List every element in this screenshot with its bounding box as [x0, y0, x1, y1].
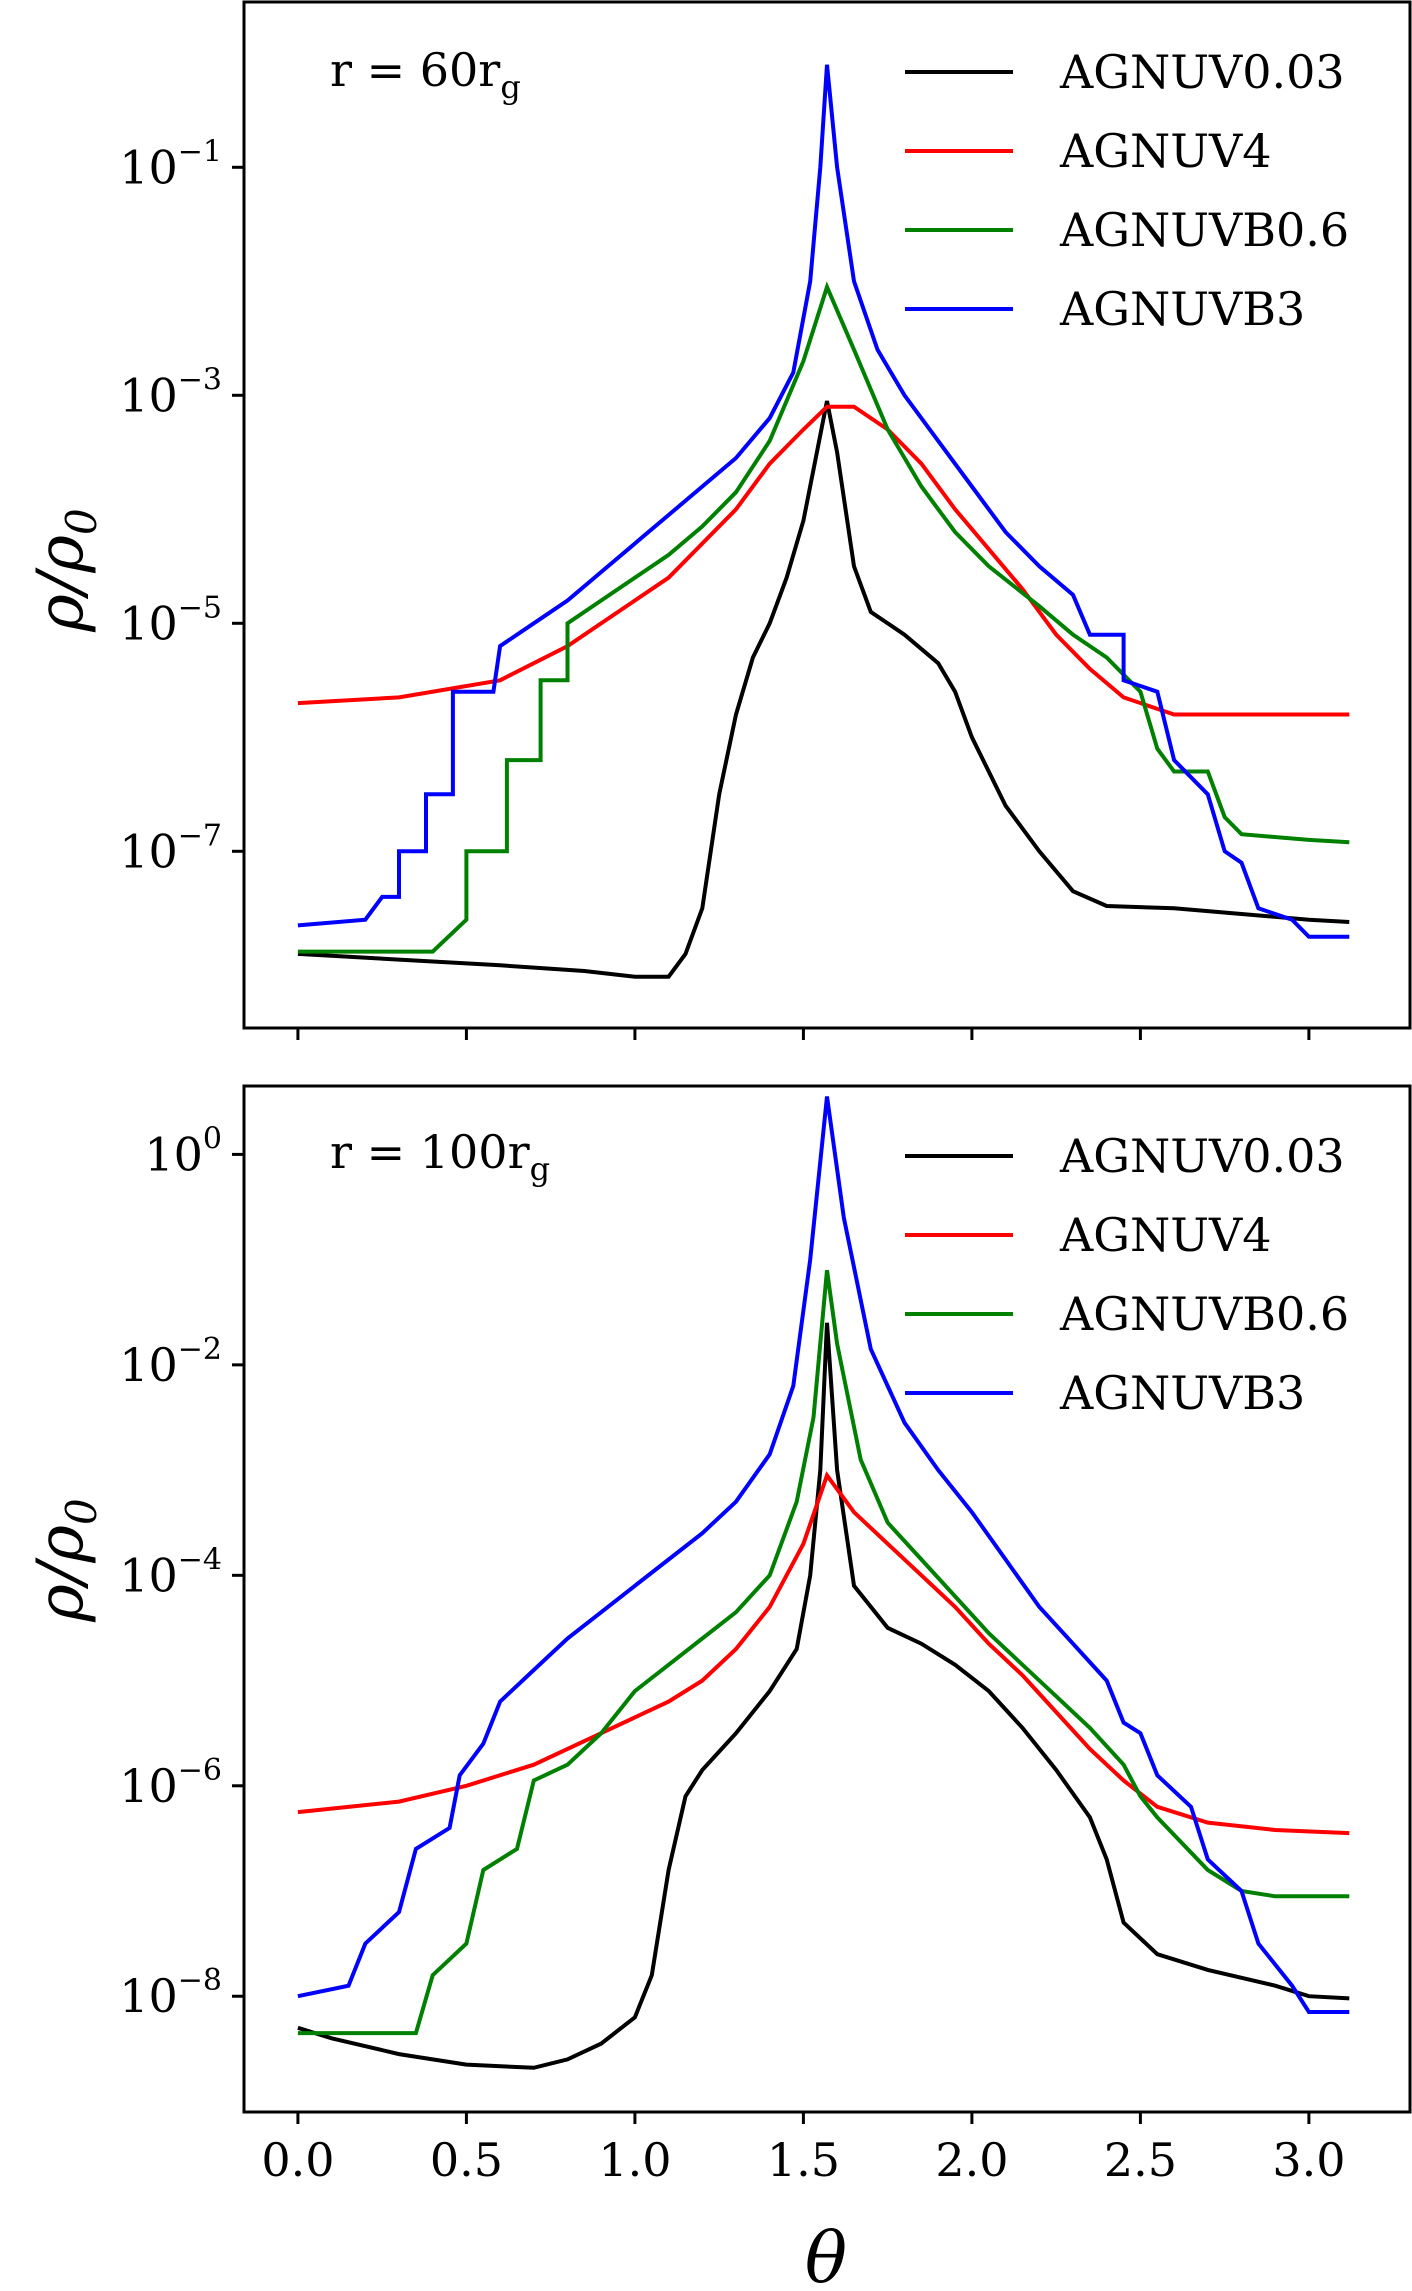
y-tick-label: 10−7 [119, 818, 222, 878]
legend-label: AGNUV0.03 [1059, 1129, 1345, 1183]
legend-label: AGNUV4 [1059, 1208, 1271, 1262]
legend-item-agnuv0.03: AGNUV0.03 [905, 1129, 1345, 1183]
x-ticks: 0.0 0.5 1.0 1.5 2.0 2.5 3.0 [261, 2112, 1345, 2187]
x-tick-label: 0.0 [261, 2133, 334, 2187]
legend-label: AGNUVB0.6 [1059, 1287, 1349, 1341]
series-line-agnuvb3 [297, 64, 1350, 939]
y-tick-label: 10−6 [119, 1753, 222, 1813]
x-ticks [296, 1028, 1311, 1040]
series-line-agnuv4 [297, 1471, 1350, 1836]
x-tick-label: 1.0 [598, 2133, 671, 2187]
series-layer [297, 1096, 1350, 2070]
x-tick-label: 3.0 [1272, 2133, 1345, 2187]
legend-item-agnuv0.03: AGNUV0.03 [905, 45, 1345, 99]
y-tick-label: 10−3 [119, 362, 222, 422]
x-tick-label: 0.5 [430, 2133, 503, 2187]
y-tick-label: 10−5 [119, 590, 222, 650]
y-tick-label: 10−2 [119, 1332, 222, 1392]
x-tick-label: 1.5 [767, 2133, 840, 2187]
legend: AGNUV0.03 AGNUV4 AGNUVB0.6 AGNUVB3 [905, 1129, 1349, 1420]
series-line-agnuvb0.6 [297, 281, 1350, 954]
legend-label: AGNUVB3 [1059, 282, 1305, 336]
y-tick-label: 10−4 [119, 1542, 222, 1602]
y-tick-label: 10−1 [119, 134, 222, 194]
annotation-r60: r = 60rg [330, 43, 521, 106]
legend-item-agnuvb3: AGNUVB3 [905, 282, 1305, 336]
legend: AGNUV0.03 AGNUV4 AGNUVB0.6 AGNUVB3 [905, 45, 1349, 336]
x-tick-label: 2.0 [935, 2133, 1008, 2187]
panel-bottom: 10−8 10−6 10−4 10−2 100 0.0 0.5 1.0 1.5 2.0 2.5 3.… [24, 1084, 1412, 2187]
series-line-agnuv4 [297, 404, 1350, 717]
y-tick-label: 10−8 [119, 1963, 222, 2023]
legend-label: AGNUVB0.6 [1059, 203, 1349, 257]
plot-frame [242, 1084, 1412, 2114]
y-ticks: 10−8 10−6 10−4 10−2 100 [119, 1121, 244, 2023]
series-line-agnuvb0.6 [297, 1269, 1350, 2036]
plot-frame [242, 0, 1412, 1030]
legend-label: AGNUVB3 [1059, 1366, 1305, 1420]
legend-item-agnuvb3: AGNUVB3 [905, 1366, 1305, 1420]
y-ticks: 10−7 10−5 10−3 10−1 [119, 134, 244, 878]
legend-item-agnuvb0.6: AGNUVB0.6 [905, 1287, 1349, 1341]
y-axis-label-bottom: ρ/ρ0 [24, 1498, 106, 1623]
panel-top: 10−710−510−310−1 r = 60rg AGNUV0.03AGNUV… [24, 0, 1412, 1040]
y-tick-label: 100 [144, 1121, 222, 1181]
x-axis-label: θ [805, 2217, 847, 2291]
series-line-agnuv0.03 [297, 400, 1350, 979]
legend-item-agnuv4: AGNUV4 [905, 1208, 1271, 1262]
legend-item-agnuv4: AGNUV4 [905, 124, 1271, 178]
legend-item-agnuvb0.6: AGNUVB0.6 [905, 203, 1349, 257]
legend-label: AGNUV4 [1059, 124, 1271, 178]
legend-label: AGNUV0.03 [1059, 45, 1345, 99]
series-line-agnuvb3 [297, 1096, 1350, 2014]
y-axis-label-top: ρ/ρ0 [24, 508, 106, 633]
x-tick-label: 2.5 [1104, 2133, 1177, 2187]
series-line-agnuv0.03 [297, 1322, 1350, 2070]
series-layer [297, 64, 1350, 979]
annotation-r100: r = 100rg [330, 1125, 550, 1188]
